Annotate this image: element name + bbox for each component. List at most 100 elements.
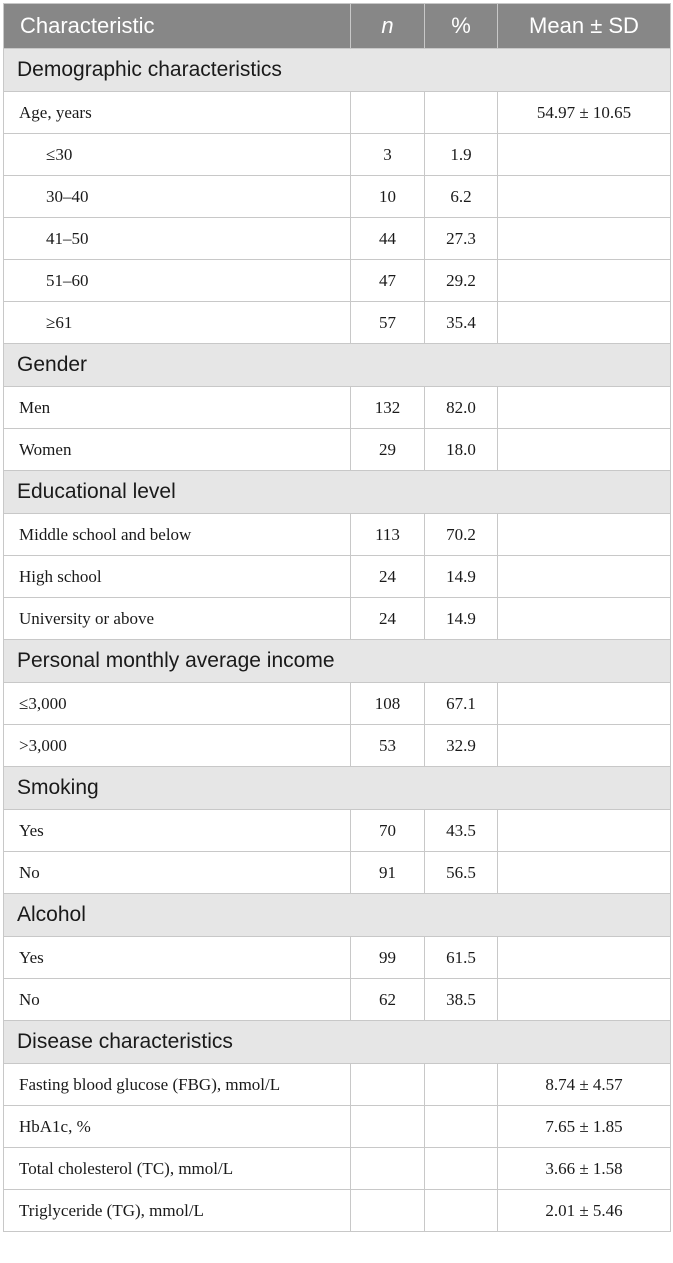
cell-percent: 27.3 bbox=[424, 217, 498, 260]
row-label: Total cholesterol (TC), mmol/L bbox=[3, 1147, 351, 1190]
header-percent: % bbox=[424, 3, 498, 49]
section-row: Personal monthly average income bbox=[3, 639, 671, 683]
row-label: High school bbox=[3, 555, 351, 598]
cell-percent: 56.5 bbox=[424, 851, 498, 894]
table-row: University or above 24 14.9 bbox=[3, 597, 671, 640]
cell-n: 108 bbox=[350, 682, 425, 725]
table-row: Yes 70 43.5 bbox=[3, 809, 671, 852]
section-disease: Disease characteristics bbox=[3, 1020, 671, 1064]
cell-mean-sd bbox=[497, 978, 671, 1021]
table-row: 30–40 10 6.2 bbox=[3, 175, 671, 218]
cell-n bbox=[350, 1147, 425, 1190]
row-label: 41–50 bbox=[3, 217, 351, 260]
cell-mean-sd bbox=[497, 301, 671, 344]
section-alcohol: Alcohol bbox=[3, 893, 671, 937]
table-row: No 91 56.5 bbox=[3, 851, 671, 894]
cell-n bbox=[350, 91, 425, 134]
table-row: ≤30 3 1.9 bbox=[3, 133, 671, 176]
cell-mean-sd: 2.01 ± 5.46 bbox=[497, 1189, 671, 1232]
cell-n: 57 bbox=[350, 301, 425, 344]
row-label: 30–40 bbox=[3, 175, 351, 218]
cell-percent bbox=[424, 1147, 498, 1190]
cell-n: 47 bbox=[350, 259, 425, 302]
cell-mean-sd bbox=[497, 597, 671, 640]
cell-percent: 35.4 bbox=[424, 301, 498, 344]
table-row: ≤3,000 108 67.1 bbox=[3, 682, 671, 725]
section-demographic: Demographic characteristics bbox=[3, 48, 671, 92]
row-label: Yes bbox=[3, 809, 351, 852]
table-row: Triglyceride (TG), mmol/L 2.01 ± 5.46 bbox=[3, 1189, 671, 1232]
cell-mean-sd: 7.65 ± 1.85 bbox=[497, 1105, 671, 1148]
cell-n: 3 bbox=[350, 133, 425, 176]
row-label: Yes bbox=[3, 936, 351, 979]
cell-percent: 43.5 bbox=[424, 809, 498, 852]
cell-percent: 38.5 bbox=[424, 978, 498, 1021]
row-label: No bbox=[3, 851, 351, 894]
cell-n: 53 bbox=[350, 724, 425, 767]
section-smoking: Smoking bbox=[3, 766, 671, 810]
cell-percent bbox=[424, 91, 498, 134]
table-row: Age, years 54.97 ± 10.65 bbox=[3, 91, 671, 134]
cell-n: 99 bbox=[350, 936, 425, 979]
row-label: Triglyceride (TG), mmol/L bbox=[3, 1189, 351, 1232]
cell-percent: 29.2 bbox=[424, 259, 498, 302]
cell-n bbox=[350, 1189, 425, 1232]
cell-percent bbox=[424, 1063, 498, 1106]
row-label: HbA1c, % bbox=[3, 1105, 351, 1148]
table-row: No 62 38.5 bbox=[3, 978, 671, 1021]
cell-n: 70 bbox=[350, 809, 425, 852]
cell-n: 10 bbox=[350, 175, 425, 218]
section-row: Alcohol bbox=[3, 893, 671, 937]
section-education: Educational level bbox=[3, 470, 671, 514]
cell-percent: 1.9 bbox=[424, 133, 498, 176]
section-row: Educational level bbox=[3, 470, 671, 514]
table-row: Yes 99 61.5 bbox=[3, 936, 671, 979]
cell-percent: 82.0 bbox=[424, 386, 498, 429]
cell-percent: 18.0 bbox=[424, 428, 498, 471]
cell-mean-sd bbox=[497, 386, 671, 429]
table-row: Fasting blood glucose (FBG), mmol/L 8.74… bbox=[3, 1063, 671, 1106]
header-row: Characteristic n % Mean ± SD bbox=[3, 3, 671, 49]
table-row: 41–50 44 27.3 bbox=[3, 217, 671, 260]
cell-percent: 14.9 bbox=[424, 597, 498, 640]
row-label: University or above bbox=[3, 597, 351, 640]
cell-mean-sd bbox=[497, 809, 671, 852]
row-label: >3,000 bbox=[3, 724, 351, 767]
cell-mean-sd bbox=[497, 217, 671, 260]
cell-mean-sd: 54.97 ± 10.65 bbox=[497, 91, 671, 134]
cell-mean-sd bbox=[497, 133, 671, 176]
cell-percent: 14.9 bbox=[424, 555, 498, 598]
cell-mean-sd bbox=[497, 851, 671, 894]
table-row: Total cholesterol (TC), mmol/L 3.66 ± 1.… bbox=[3, 1147, 671, 1190]
section-row: Gender bbox=[3, 343, 671, 387]
table-row: High school 24 14.9 bbox=[3, 555, 671, 598]
row-label: Middle school and below bbox=[3, 513, 351, 556]
table-row: Men 132 82.0 bbox=[3, 386, 671, 429]
section-row: Smoking bbox=[3, 766, 671, 810]
row-label: Women bbox=[3, 428, 351, 471]
row-label: No bbox=[3, 978, 351, 1021]
cell-n: 24 bbox=[350, 555, 425, 598]
row-label: 51–60 bbox=[3, 259, 351, 302]
cell-n: 62 bbox=[350, 978, 425, 1021]
cell-percent: 32.9 bbox=[424, 724, 498, 767]
row-label: ≤3,000 bbox=[3, 682, 351, 725]
cell-n: 91 bbox=[350, 851, 425, 894]
cell-mean-sd: 3.66 ± 1.58 bbox=[497, 1147, 671, 1190]
section-income: Personal monthly average income bbox=[3, 639, 671, 683]
cell-percent bbox=[424, 1105, 498, 1148]
table-row: Women 29 18.0 bbox=[3, 428, 671, 471]
table-row: Middle school and below 113 70.2 bbox=[3, 513, 671, 556]
cell-mean-sd bbox=[497, 724, 671, 767]
row-label: ≥61 bbox=[3, 301, 351, 344]
cell-percent: 70.2 bbox=[424, 513, 498, 556]
header-n: n bbox=[350, 3, 425, 49]
table-row: ≥61 57 35.4 bbox=[3, 301, 671, 344]
cell-percent bbox=[424, 1189, 498, 1232]
cell-percent: 6.2 bbox=[424, 175, 498, 218]
cell-mean-sd bbox=[497, 936, 671, 979]
cell-mean-sd bbox=[497, 428, 671, 471]
cell-percent: 67.1 bbox=[424, 682, 498, 725]
row-label: Men bbox=[3, 386, 351, 429]
cell-mean-sd bbox=[497, 682, 671, 725]
